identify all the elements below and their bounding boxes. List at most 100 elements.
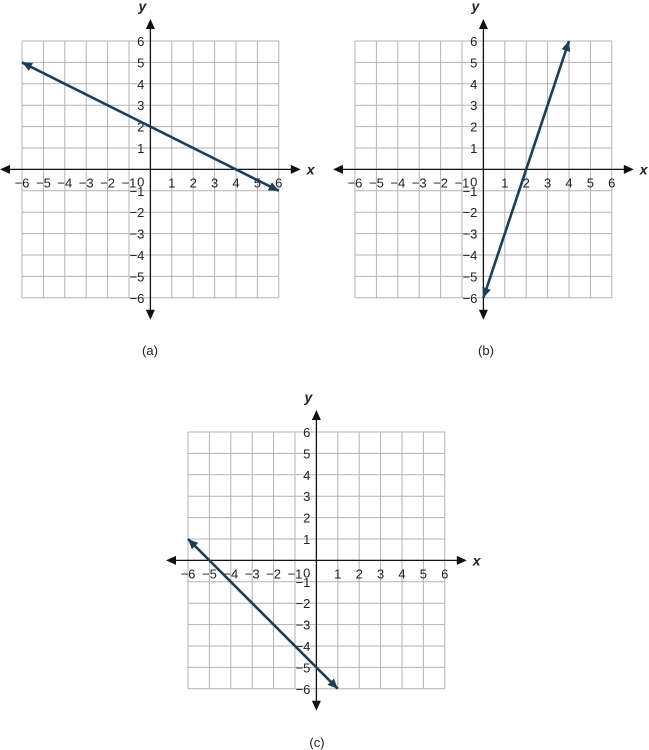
graph-panel-c: xy−6 −5 −4 −3 −2 −1 1 2 3 4 5 6654321−1−2−3−4−5−60(… [166, 389, 482, 750]
x-axis-arrow-left [333, 164, 343, 174]
graph-line-arrow-end [561, 41, 571, 52]
x-axis-label: x [472, 552, 482, 568]
x-tick-label: 6 [275, 175, 282, 190]
y-tick-label: −6 [463, 291, 478, 306]
x-tick-label: 5 [587, 175, 594, 190]
y-axis-label: y [304, 389, 314, 405]
x-tick-label: −4 [57, 175, 72, 190]
origin-label: 0 [137, 174, 144, 189]
y-tick-label: 4 [137, 77, 144, 92]
panel-label: (a) [142, 343, 158, 358]
x-tick-label: 1 [501, 175, 508, 190]
y-tick-label: −1 [463, 184, 478, 199]
graph-line [21, 61, 280, 192]
x-axis-arrow-right [623, 164, 634, 174]
y-tick-label: −3 [296, 618, 311, 633]
x-tick-label: 5 [420, 566, 427, 581]
x-tick-label: −4 [390, 175, 405, 190]
graph-line-arrow-start [188, 539, 199, 550]
y-tick-label: −1 [130, 184, 145, 199]
x-tick-label: 4 [232, 175, 239, 190]
x-tick-label: −1 [288, 566, 303, 581]
x-tick-label: −6 [348, 175, 363, 190]
x-tick-label: −1 [122, 175, 137, 190]
x-tick-label: −5 [369, 175, 384, 190]
y-axis-arrow-down [145, 309, 155, 320]
graph-line [187, 538, 339, 690]
x-tick-label: 4 [565, 175, 572, 190]
x-axis-label: x [639, 161, 649, 177]
y-tick-label: 6 [303, 425, 310, 440]
y-tick-label: −2 [463, 205, 478, 220]
x-axis-label: x [306, 161, 316, 177]
graph-line-arrow-start [482, 286, 491, 298]
x-tick-label: −3 [79, 175, 94, 190]
y-tick-label: −5 [296, 660, 311, 675]
y-tick-label: 2 [137, 120, 144, 135]
x-tick-label: 3 [211, 175, 218, 190]
y-tick-label: −2 [130, 205, 145, 220]
x-tick-label: 1 [334, 566, 341, 581]
y-tick-label: −6 [130, 291, 145, 306]
y-axis-arrow-down [478, 309, 488, 320]
x-tick-label: −3 [412, 175, 427, 190]
x-tick-label: −2 [100, 175, 115, 190]
y-tick-label: 1 [303, 532, 310, 547]
y-tick-label: −6 [296, 682, 311, 697]
y-tick-label: −4 [130, 248, 145, 263]
x-tick-label: −4 [223, 566, 238, 581]
y-tick-label: 6 [137, 34, 144, 49]
y-axis-arrow-down [311, 700, 321, 711]
y-tick-label: 2 [470, 120, 477, 135]
x-tick-label: 2 [523, 175, 530, 190]
y-tick-label: 4 [303, 468, 310, 483]
x-tick-label: −6 [15, 175, 30, 190]
y-axis-arrow-up [478, 19, 488, 29]
x-axis-arrow-right [290, 164, 301, 174]
graph-line-arrow-end [267, 182, 279, 191]
y-tick-label: −1 [296, 575, 311, 590]
y-tick-label: −5 [130, 269, 145, 284]
graph-line-arrow-start [22, 62, 33, 71]
x-axis-arrow-left [0, 164, 10, 174]
graph-line-arrow-end [327, 678, 338, 689]
y-tick-label: 5 [303, 446, 310, 461]
y-axis-label: y [471, 0, 481, 14]
graph-line [482, 40, 571, 299]
x-tick-label: −1 [455, 175, 470, 190]
y-tick-label: −3 [463, 227, 478, 242]
x-tick-label: −5 [202, 566, 217, 581]
x-tick-label: −6 [181, 566, 196, 581]
y-tick-label: 4 [470, 77, 477, 92]
y-axis-arrow-up [311, 410, 321, 420]
origin-label: 0 [470, 174, 477, 189]
graph-panel-a: xy−6 −5 −4 −3 −2 −1 1 2 3 4 5 6654321−1−2−3−4−5−60(… [0, 0, 316, 358]
y-tick-label: 5 [470, 55, 477, 70]
x-tick-label: 3 [544, 175, 551, 190]
x-tick-label: 2 [356, 566, 363, 581]
y-axis-arrow-up [145, 19, 155, 29]
x-tick-label: −2 [266, 566, 281, 581]
panel-label: (c) [309, 735, 324, 750]
y-tick-label: 3 [470, 98, 477, 113]
y-tick-label: 6 [470, 34, 477, 49]
x-tick-label: 5 [254, 175, 261, 190]
x-tick-label: 2 [190, 175, 197, 190]
y-tick-label: −3 [130, 227, 145, 242]
y-tick-label: 1 [470, 141, 477, 156]
x-tick-label: −3 [245, 566, 260, 581]
x-tick-label: −5 [36, 175, 51, 190]
x-tick-label: 4 [398, 566, 405, 581]
x-tick-label: 3 [377, 566, 384, 581]
y-tick-label: −4 [463, 248, 478, 263]
y-tick-label: −2 [296, 596, 311, 611]
origin-label: 0 [303, 565, 310, 580]
x-tick-label: 6 [608, 175, 615, 190]
y-tick-label: 5 [137, 55, 144, 70]
y-tick-label: 3 [303, 489, 310, 504]
x-tick-label: 1 [168, 175, 175, 190]
x-tick-label: 6 [441, 566, 448, 581]
y-tick-label: 3 [137, 98, 144, 113]
x-axis-arrow-right [456, 555, 467, 565]
